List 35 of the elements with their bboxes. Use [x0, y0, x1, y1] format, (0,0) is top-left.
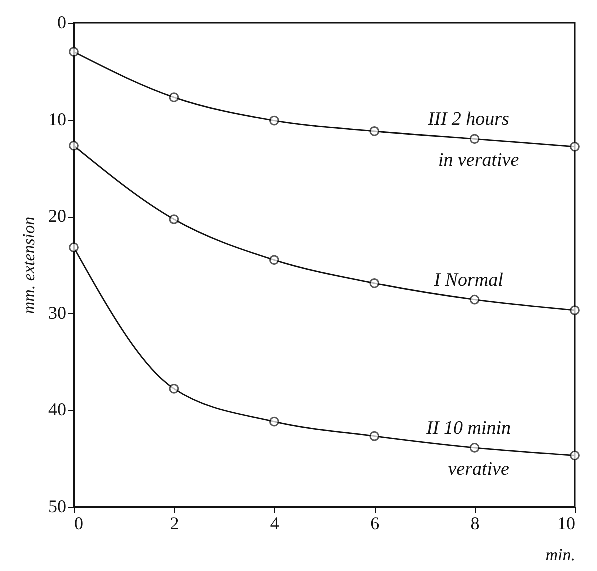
point [269, 255, 280, 266]
x-axis-title: min. [546, 546, 576, 564]
x-tick-label: 2 [170, 514, 180, 534]
x-tick-label: 0 [74, 514, 84, 534]
point [69, 242, 79, 252]
y-tick-label: 40 [48, 400, 66, 420]
point [370, 431, 380, 442]
y-tick-label: 10 [48, 109, 66, 130]
point [470, 443, 480, 453]
point [570, 450, 580, 461]
y-tick-label: 0 [58, 12, 66, 32]
point [470, 294, 480, 305]
point [269, 416, 280, 427]
x-tick-label: 10 [558, 514, 576, 534]
point [169, 214, 180, 224]
point [269, 116, 280, 126]
x-tick-label: 4 [270, 514, 280, 534]
y-tick-label: 30 [48, 302, 66, 323]
point [370, 126, 380, 136]
point [370, 278, 380, 288]
series-label: III 2 hours in verative [427, 109, 520, 172]
x-tick-label: 6 [370, 514, 380, 534]
point [570, 142, 580, 152]
y-tick-label: 50 [48, 496, 66, 516]
y-tick-label: 20 [48, 206, 66, 226]
y-axis-title: mm. extension [20, 216, 38, 314]
point [169, 384, 180, 394]
point [169, 92, 180, 102]
x-tick-label: 8 [470, 514, 480, 534]
series-label: II 10 minin verative [426, 418, 512, 480]
series-label: I Normal [433, 270, 504, 291]
point [69, 141, 79, 151]
point [69, 47, 79, 57]
point [570, 306, 580, 316]
point [470, 134, 480, 144]
